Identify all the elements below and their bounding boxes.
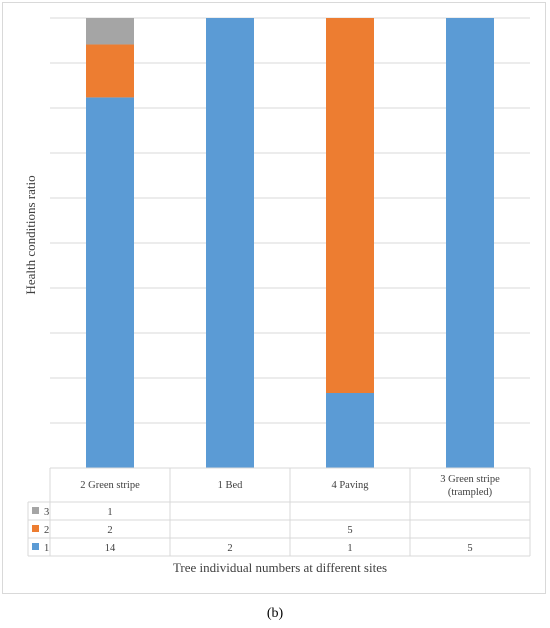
legend-key-1	[32, 543, 39, 550]
data-label: 2	[227, 543, 232, 554]
bar-series-1-2	[206, 18, 254, 468]
legend-label: 3	[44, 507, 49, 518]
tick-label: (trampled)	[448, 487, 493, 498]
legend-key-3	[32, 507, 39, 514]
bar-series-3-1	[86, 18, 134, 45]
x-axis-title: Tree individual numbers at different sit…	[173, 560, 387, 575]
bar-series-1-1	[86, 97, 134, 468]
tick-label: 1 Bed	[218, 480, 244, 491]
bar-series-1-4	[446, 18, 494, 468]
data-label: 14	[105, 543, 116, 554]
tick-label: 2 Green stripe	[80, 480, 140, 491]
legend-label: 2	[44, 525, 49, 536]
y-axis-title: Health conditions ratio	[23, 175, 38, 294]
bar-series-2-1	[86, 44, 134, 98]
bar-series-2-3	[326, 18, 374, 393]
tick-label: 4 Paving	[331, 480, 369, 491]
data-label: 1	[347, 543, 352, 554]
bar-series-1-3	[326, 393, 374, 468]
tick-label: 3 Green stripe	[440, 474, 500, 485]
legend-key-2	[32, 525, 39, 532]
data-label: 5	[467, 543, 472, 554]
data-label: 5	[347, 525, 352, 536]
legend-label: 1	[44, 543, 49, 554]
figure-caption: (b)	[266, 606, 284, 621]
data-label: 2	[107, 525, 112, 536]
data-label: 1	[107, 507, 112, 518]
